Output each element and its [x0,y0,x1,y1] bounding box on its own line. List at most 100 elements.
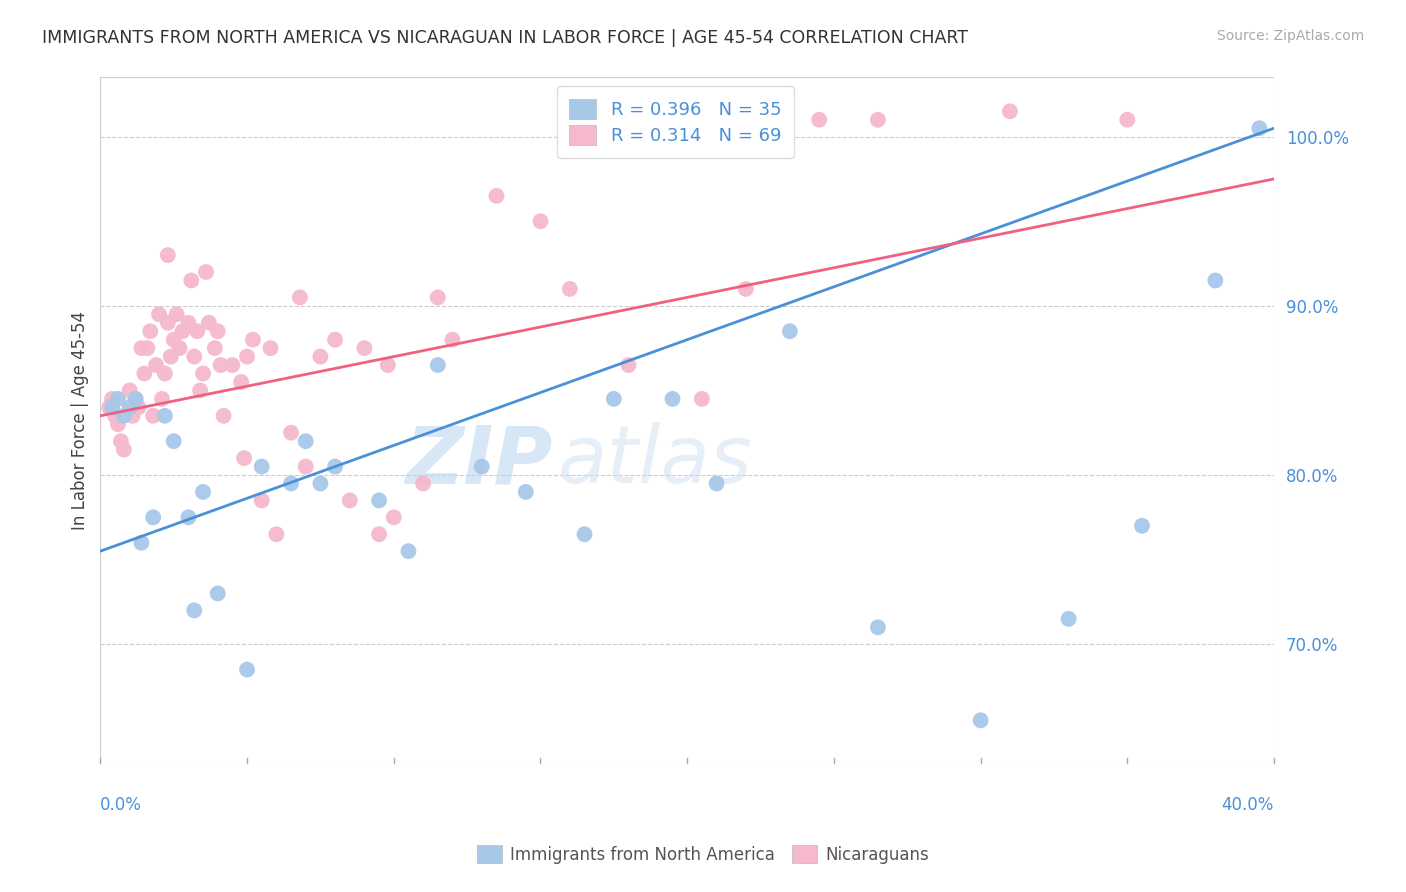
Point [131,535,153,549]
Text: atlas: atlas [558,422,752,500]
Point [377,358,399,372]
Point [159,350,181,364]
Point [207,324,229,338]
Point [323,333,346,347]
Point [294,434,316,449]
Point [661,392,683,406]
Point [112,409,135,423]
Point [233,451,256,466]
Point [177,316,200,330]
Point [101,401,124,415]
Point [309,350,332,364]
Point [204,341,226,355]
Point [412,476,434,491]
Point [142,510,165,524]
Point [294,459,316,474]
Point [690,392,713,406]
Point [288,290,311,304]
Point [118,384,141,398]
Point [118,401,141,415]
Point [323,459,346,474]
Point [172,324,194,338]
Point [734,282,756,296]
Point [259,341,281,355]
Y-axis label: In Labor Force | Age 45-54: In Labor Force | Age 45-54 [72,310,89,530]
Point [617,358,640,372]
Text: 40.0%: 40.0% [1222,797,1274,814]
Point [107,392,129,406]
Point [112,442,135,457]
Point [368,527,391,541]
Text: ZIP: ZIP [405,422,553,500]
Point [134,367,156,381]
Point [969,714,991,728]
Point [706,476,728,491]
Point [221,358,243,372]
Point [1116,112,1139,127]
Point [231,375,253,389]
Point [128,401,150,415]
Point [139,324,162,338]
Point [866,112,889,127]
Point [441,333,464,347]
Point [153,409,176,423]
Point [603,392,626,406]
Point [183,350,205,364]
Point [236,350,259,364]
Point [142,409,165,423]
Point [101,392,124,406]
Point [1249,121,1271,136]
Point [153,367,176,381]
Point [169,341,191,355]
Text: Source: ZipAtlas.com: Source: ZipAtlas.com [1216,29,1364,43]
Point [180,273,202,287]
Legend: Immigrants from North America, Nicaraguans: Immigrants from North America, Nicaragua… [471,838,935,871]
Point [558,282,581,296]
Point [156,248,179,262]
Point [1057,612,1080,626]
Point [209,358,232,372]
Point [426,358,449,372]
Point [808,112,831,127]
Point [195,265,218,279]
Point [250,459,273,474]
Point [1130,518,1153,533]
Point [529,214,551,228]
Point [242,333,264,347]
Point [110,434,132,449]
Point [368,493,391,508]
Point [177,510,200,524]
Point [104,409,127,423]
Point [866,620,889,634]
Point [1204,273,1226,287]
Text: 0.0%: 0.0% [100,797,142,814]
Point [426,290,449,304]
Point [191,485,214,500]
Point [212,409,235,423]
Point [998,104,1021,119]
Legend: R = 0.396   N = 35, R = 0.314   N = 69: R = 0.396 N = 35, R = 0.314 N = 69 [557,87,794,158]
Point [353,341,375,355]
Point [396,544,419,558]
Point [186,324,208,338]
Text: IMMIGRANTS FROM NORTH AMERICA VS NICARAGUAN IN LABOR FORCE | AGE 45-54 CORRELATI: IMMIGRANTS FROM NORTH AMERICA VS NICARAG… [42,29,969,46]
Point [250,493,273,508]
Point [124,392,146,406]
Point [339,493,361,508]
Point [188,384,211,398]
Point [485,189,508,203]
Point [280,476,302,491]
Point [236,663,259,677]
Point [163,434,186,449]
Point [382,510,405,524]
Point [156,316,179,330]
Point [779,324,801,338]
Point [107,417,129,432]
Point [136,341,159,355]
Point [471,459,494,474]
Point [145,358,167,372]
Point [280,425,302,440]
Point [183,603,205,617]
Point [131,341,153,355]
Point [574,527,596,541]
